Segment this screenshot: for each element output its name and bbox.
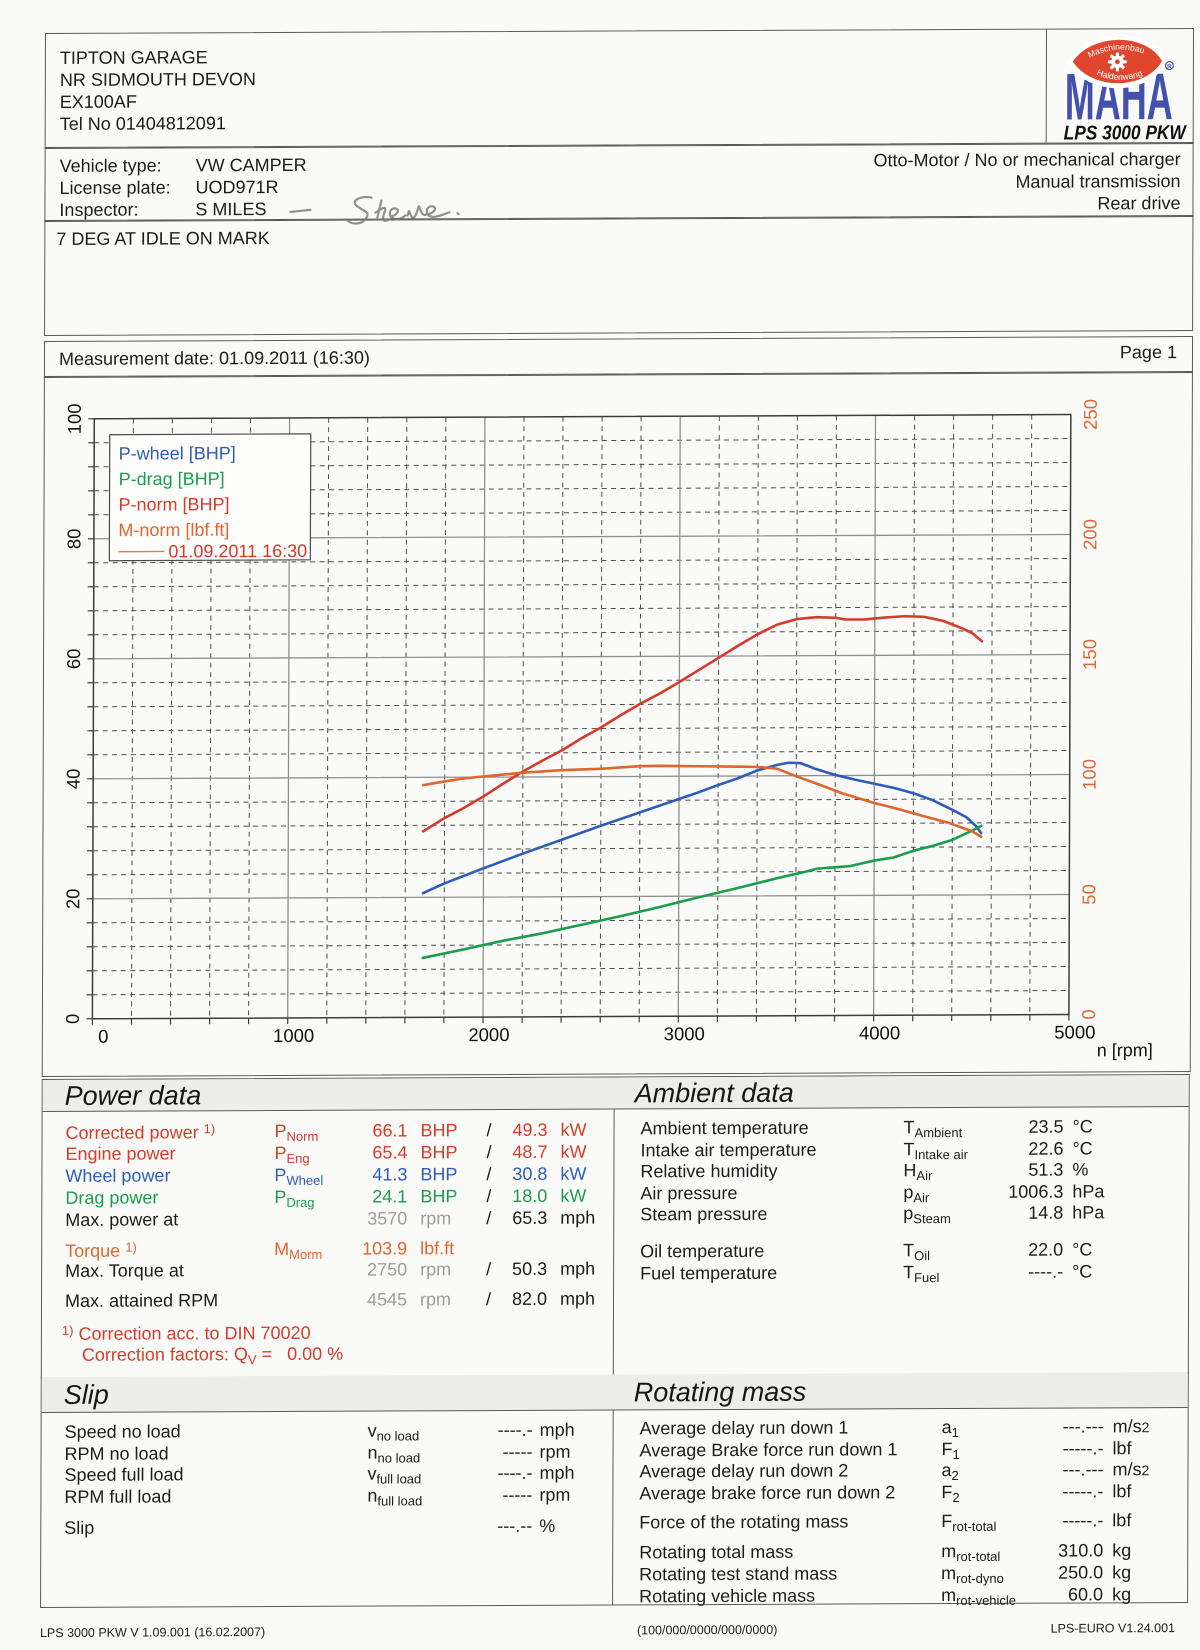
svg-text:P-norm [BHP]: P-norm [BHP]: [118, 494, 229, 514]
svg-text:150: 150: [1079, 639, 1100, 670]
svg-text:01.09.2011 16:30: 01.09.2011 16:30: [168, 541, 307, 562]
svg-text:M-norm [lbf.ft]: M-norm [lbf.ft]: [118, 520, 229, 540]
svg-text:0: 0: [98, 1026, 108, 1047]
svg-text:3000: 3000: [664, 1023, 705, 1044]
svg-text:5000: 5000: [1054, 1021, 1095, 1042]
svg-text:250: 250: [1080, 399, 1101, 430]
svg-text:60: 60: [63, 649, 84, 670]
svg-text:R: R: [1167, 63, 1172, 70]
svg-text:50: 50: [1078, 884, 1099, 905]
svg-text:0: 0: [1078, 1009, 1099, 1019]
svg-text:0: 0: [62, 1014, 83, 1024]
svg-text:n [rpm]: n [rpm]: [1097, 1040, 1153, 1060]
svg-text:100: 100: [64, 403, 85, 434]
svg-text:200: 200: [1079, 519, 1100, 550]
svg-text:4000: 4000: [859, 1022, 900, 1043]
svg-text:P-drag [BHP]: P-drag [BHP]: [119, 469, 225, 489]
svg-text:P-wheel [BHP]: P-wheel [BHP]: [119, 443, 236, 464]
svg-text:100: 100: [1079, 759, 1100, 790]
svg-text:2000: 2000: [468, 1024, 509, 1045]
svg-text:40: 40: [63, 769, 84, 790]
svg-text:Haldenwang: Haldenwang: [1096, 67, 1144, 82]
svg-text:LPS 3000 PKW: LPS 3000 PKW: [1064, 122, 1188, 143]
svg-text:20: 20: [62, 889, 83, 910]
svg-text:80: 80: [63, 529, 84, 550]
svg-text:1000: 1000: [273, 1025, 314, 1046]
